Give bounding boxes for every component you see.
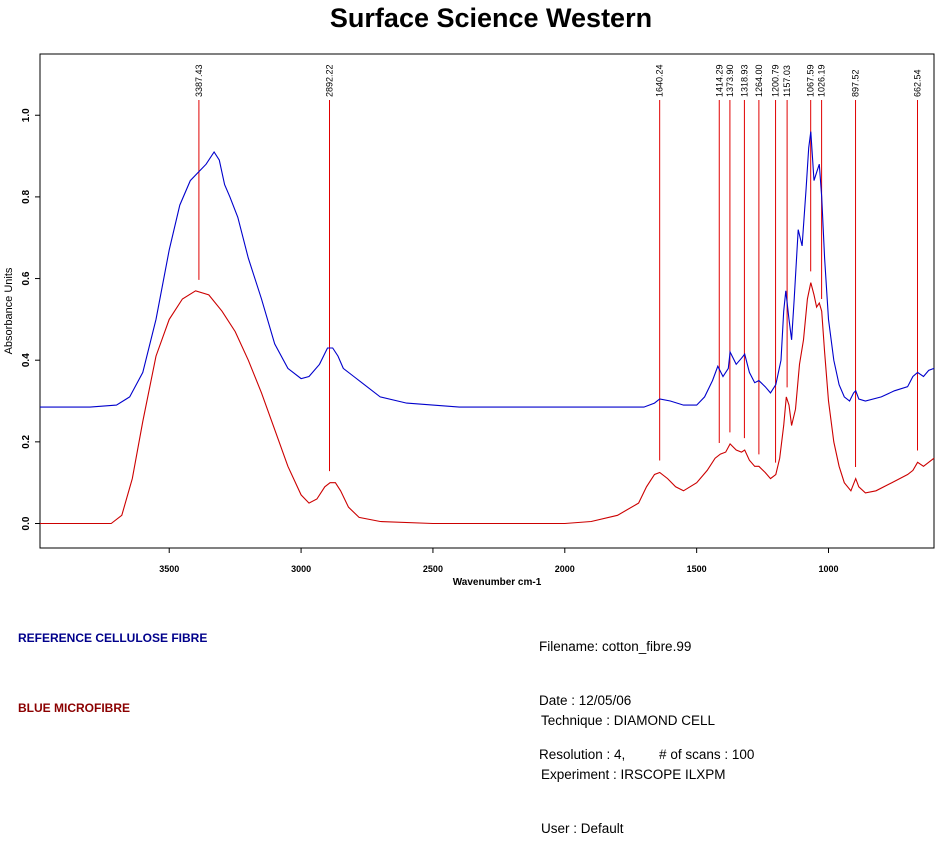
x-tick-label-0: 3500 (159, 564, 179, 574)
peak-label-1: 2892.22 (325, 64, 335, 97)
y-tick-label-4: 0.8 (21, 190, 32, 204)
peak-label-3: 1414.29 (714, 64, 724, 97)
y-tick-label-3: 0.6 (21, 271, 32, 285)
ir-spectrum-chart: 3387.43 2892.22 1640.24 1414.29 1373.90 1318.… (3, 53, 935, 588)
peak-label-7: 1200.79 (771, 64, 781, 97)
peak-label-11: 897.52 (851, 69, 861, 97)
y-tick-label-1: 0.2 (21, 434, 32, 448)
y-tick-label-2: 0.4 (21, 353, 32, 367)
x-tick-label-4: 1500 (687, 564, 707, 574)
chart-title: Surface Science Western (329, 3, 653, 33)
technique-text: Technique : DIAMOND CELL (541, 713, 716, 728)
legend-reference-cellulose-fibre: REFERENCE CELLULOSE FIBRE (18, 631, 208, 645)
user-text: User : Default (541, 821, 624, 836)
peak-label-8: 1157.03 (782, 65, 792, 97)
x-tick-label-5: 1000 (818, 564, 838, 574)
plot-frame (39, 53, 935, 549)
series-line-blue-microfibre (40, 282, 935, 525)
filename-text: Filename: cotton_fibre.99 (539, 639, 692, 654)
x-axis-label: Wavenumber cm-1 (453, 577, 542, 588)
y-axis-label: Absorbance Units (3, 267, 15, 354)
instrument-info: Technique : DIAMOND CELL Experiment : IR… (541, 676, 726, 856)
peak-label-0: 3387.43 (194, 64, 204, 97)
y-tick-label-5: 1.0 (21, 108, 32, 122)
legend-blue-microfibre: BLUE MICROFIBRE (18, 701, 130, 715)
x-tick-label-3: 2000 (555, 564, 575, 574)
peak-label-5: 1318.93 (739, 64, 749, 97)
peak-label-10: 1026.19 (817, 64, 827, 97)
series-line-reference-cellulose-fibre (40, 131, 935, 408)
peak-label-9: 1067.59 (806, 64, 816, 97)
peak-label-2: 1640.24 (655, 64, 665, 97)
y-tick-label-0: 0.0 (21, 516, 32, 530)
x-tick-label-2: 2500 (423, 564, 443, 574)
x-tick-label-1: 3000 (291, 564, 311, 574)
peak-label-6: 1264.00 (754, 64, 764, 97)
peak-label-12: 662.54 (913, 69, 923, 97)
date-text: Date : 12/05/06 (539, 693, 632, 708)
experiment-text: Experiment : IRSCOPE ILXPM (541, 767, 726, 782)
peak-label-4: 1373.90 (725, 64, 735, 97)
